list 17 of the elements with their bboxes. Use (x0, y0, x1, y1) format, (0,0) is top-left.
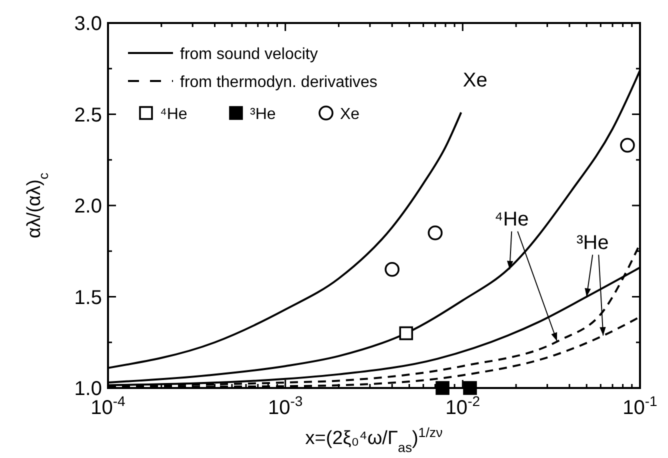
annotation: ⁴He (494, 208, 529, 230)
x-tick-label: 10$^{-2}$ (445, 393, 480, 419)
legend-label: ³He (250, 106, 276, 123)
y-tick-label: 1.0 (74, 378, 102, 400)
legend-label: Xe (340, 106, 360, 123)
y-tick-label: 2.5 (74, 104, 102, 126)
legend-label: from sound velocity (180, 46, 318, 63)
legend-label: from thermodyn. derivatives (180, 74, 378, 91)
annotation: Xe (462, 69, 488, 92)
x-tick-label: 10$^{-3}$ (268, 393, 303, 419)
y-tick-label: 1.5 (74, 286, 102, 309)
y-tick-label: 2.0 (74, 196, 102, 218)
legend-label: ⁴He (160, 106, 188, 123)
annotation: ³He (576, 232, 609, 254)
y-tick-label: 3.0 (74, 13, 102, 35)
x-tick-label: 10$^{-1}$ (622, 393, 658, 419)
x-axis-title: x=(2ξ₀⁴ω/Γ$_{as}$)$^{1/zν}$ (305, 424, 444, 454)
